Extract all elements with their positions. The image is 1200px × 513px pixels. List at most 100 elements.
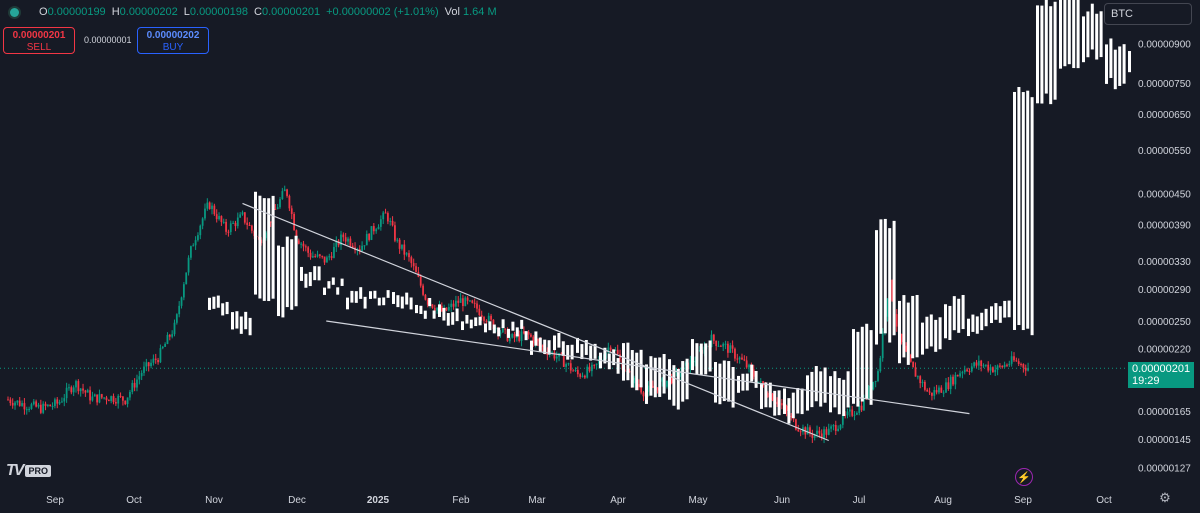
candle-body [192, 245, 195, 247]
overlay-bar [507, 328, 510, 338]
candle-body [954, 374, 957, 385]
candle-body [576, 369, 579, 375]
overlay-bar [1072, 0, 1076, 69]
candle-body [131, 382, 134, 392]
candle-body [680, 372, 682, 377]
settings-gear-icon[interactable]: ⚙ [1159, 490, 1171, 505]
candle-body [107, 400, 110, 402]
candle-body [771, 393, 774, 401]
candle-body [738, 357, 741, 360]
tradingview-logo[interactable]: TV PRO [6, 462, 51, 480]
price-tick-label: 0.00000250 [1138, 317, 1191, 328]
overlay-bar [948, 305, 952, 340]
candle-body [872, 381, 875, 390]
candle-body [72, 387, 75, 393]
overlay-bar [639, 349, 643, 388]
buy-button[interactable]: 0.00000202 BUY [137, 27, 209, 54]
candle-body [722, 343, 725, 347]
overlay-bar [1049, 6, 1053, 105]
low-label: L [183, 6, 190, 18]
overlay-bar [810, 371, 814, 408]
candle-body [133, 382, 136, 388]
candle-body [220, 216, 223, 223]
overlay-bar [934, 319, 938, 352]
candle-body [651, 385, 654, 388]
overlay-bar [400, 296, 404, 309]
overlay-bar [911, 295, 915, 359]
candle-body [25, 409, 28, 411]
overlay-bar [856, 331, 860, 407]
candle-body [225, 221, 227, 232]
candle-body [199, 225, 202, 236]
overlay-bar [377, 297, 381, 306]
candle-body [588, 366, 591, 372]
candle-body [424, 294, 427, 300]
candle-body [180, 297, 183, 306]
candle-body [926, 389, 929, 392]
overlay-bar [405, 292, 409, 305]
candle-body [405, 253, 408, 255]
candle-body [565, 364, 568, 367]
overlay-bar [898, 300, 901, 364]
candle-body [1020, 363, 1022, 365]
candle-body [281, 191, 284, 200]
time-tick-label: Apr [610, 495, 626, 506]
overlay-bar [455, 308, 459, 322]
candle-body [881, 331, 884, 359]
price-tick-label: 0.00000390 [1138, 221, 1191, 232]
candle-body [989, 367, 992, 371]
overlay-bar [842, 379, 846, 416]
candle-body [483, 316, 485, 321]
candle-body [283, 189, 286, 192]
overlay-bar [603, 347, 607, 364]
candle-body [572, 370, 575, 372]
candle-body [858, 405, 861, 413]
candle-body [185, 272, 188, 285]
candle-body [581, 375, 584, 377]
candle-body [980, 360, 983, 366]
candle-body [204, 208, 206, 219]
candle-body [178, 305, 181, 315]
candle-body [37, 404, 40, 407]
candle-body [593, 364, 596, 366]
overlay-bar [1036, 5, 1039, 104]
overlay-bar [718, 363, 722, 405]
overlay-bar [308, 272, 312, 287]
candle-body [776, 401, 779, 405]
overlay-bar [800, 388, 804, 415]
candle-body [851, 409, 854, 416]
overlay-bar [323, 287, 326, 295]
sell-button[interactable]: 0.00000201 SELL [3, 27, 75, 54]
candle-body [501, 328, 504, 333]
candle-body [213, 205, 216, 215]
overlay-bar [731, 367, 735, 408]
candle-body [487, 315, 490, 322]
overlay-bar [409, 297, 413, 310]
candle-body [518, 334, 521, 342]
candle-body [1003, 364, 1006, 368]
candle-body [916, 376, 919, 378]
candle-body [114, 402, 117, 404]
candle-body [1010, 356, 1013, 364]
overlay-bar [497, 327, 501, 337]
symbol-selector[interactable]: BTC [1104, 3, 1192, 25]
candle-body [243, 212, 246, 223]
candle-body [837, 428, 840, 431]
candle-body [136, 379, 138, 388]
candle-body [961, 372, 964, 374]
candle-body [431, 304, 434, 308]
overlay-bar [208, 297, 211, 310]
lightning-icon[interactable]: ⚡ [1015, 468, 1033, 486]
overlay-bar [626, 342, 630, 381]
candle-body [30, 404, 33, 409]
candle-body [129, 391, 131, 398]
candle-body [412, 263, 415, 267]
candle-body [248, 224, 251, 226]
candle-body [947, 382, 950, 390]
candle-body [607, 347, 610, 353]
overlay-bar [691, 339, 694, 371]
overlay-bar [791, 392, 795, 419]
candle-body [466, 297, 469, 301]
overlay-bar [695, 343, 699, 375]
